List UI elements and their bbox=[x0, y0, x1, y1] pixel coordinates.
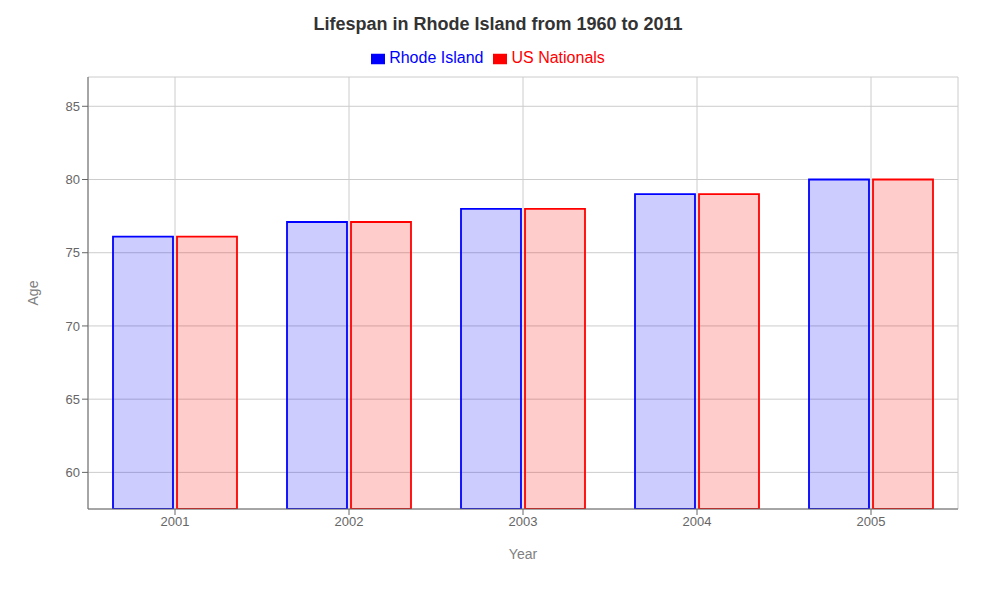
svg-text:75: 75 bbox=[66, 245, 80, 260]
svg-text:2004: 2004 bbox=[683, 514, 712, 529]
svg-text:Age: Age bbox=[25, 280, 41, 305]
svg-text:60: 60 bbox=[66, 465, 80, 480]
svg-text:80: 80 bbox=[66, 172, 80, 187]
svg-text:65: 65 bbox=[66, 392, 80, 407]
svg-text:2005: 2005 bbox=[857, 514, 886, 529]
html-text:Rhode Island: Rhode Island bbox=[389, 49, 484, 66]
html-text:US Nationals: US Nationals bbox=[511, 49, 605, 66]
svg-text:Year: Year bbox=[509, 546, 538, 562]
html-text:Lifespan in Rhode Island from: Lifespan in Rhode Island from 1960 to 20… bbox=[313, 14, 683, 34]
svg-text:2002: 2002 bbox=[335, 514, 364, 529]
svg-text:85: 85 bbox=[66, 99, 80, 114]
svg-text:2001: 2001 bbox=[161, 514, 190, 529]
svg-text:2003: 2003 bbox=[509, 514, 538, 529]
svg-text:70: 70 bbox=[66, 319, 80, 334]
